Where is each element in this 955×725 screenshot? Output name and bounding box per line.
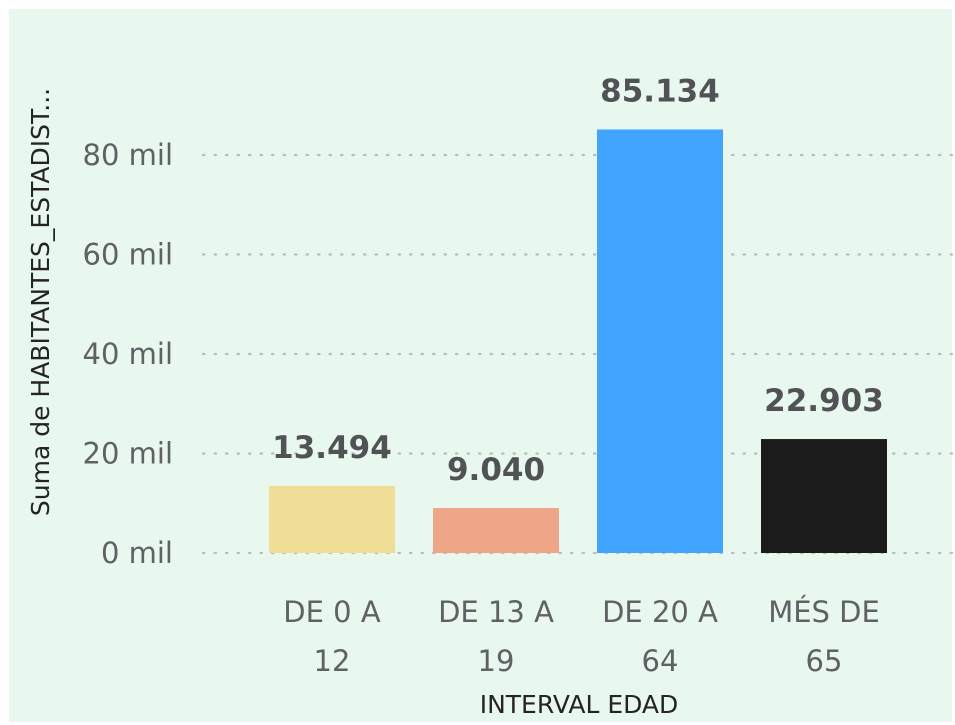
bar [269, 485, 395, 553]
bar [433, 508, 559, 553]
y-tick-label: 0 mil [101, 536, 173, 570]
y-tick-label: 40 mil [83, 337, 173, 371]
data-label: 85.134 [600, 73, 720, 109]
y-tick-label: 20 mil [83, 437, 173, 471]
bars [269, 129, 887, 553]
y-axis-title: Suma de HABITANTES_ESTADIST... [26, 88, 55, 516]
data-label: 9.040 [447, 452, 545, 488]
x-tick-label: 12 [314, 644, 351, 678]
y-tick-label: 80 mil [83, 138, 173, 172]
data-label: 22.903 [764, 383, 884, 419]
bar [597, 129, 723, 553]
bar [761, 439, 887, 553]
x-tick-label: DE 20 A [602, 595, 718, 629]
x-tick-label: 64 [642, 644, 679, 678]
x-tick-label: 65 [806, 644, 843, 678]
x-tick-label: 19 [478, 644, 515, 678]
x-tick-label: DE 0 A [283, 595, 381, 629]
labels: 0 mil 20 mil 40 mil 60 mil 80 mil 13.494 DE 0 … [83, 73, 884, 678]
y-tick-label: 60 mil [83, 238, 173, 272]
x-tick-label: MÉS DE [768, 595, 880, 629]
chart-panel [9, 9, 952, 722]
data-label: 13.494 [272, 430, 392, 466]
x-tick-label: DE 13 A [438, 595, 554, 629]
x-axis-title: INTERVAL EDAD [480, 690, 679, 719]
